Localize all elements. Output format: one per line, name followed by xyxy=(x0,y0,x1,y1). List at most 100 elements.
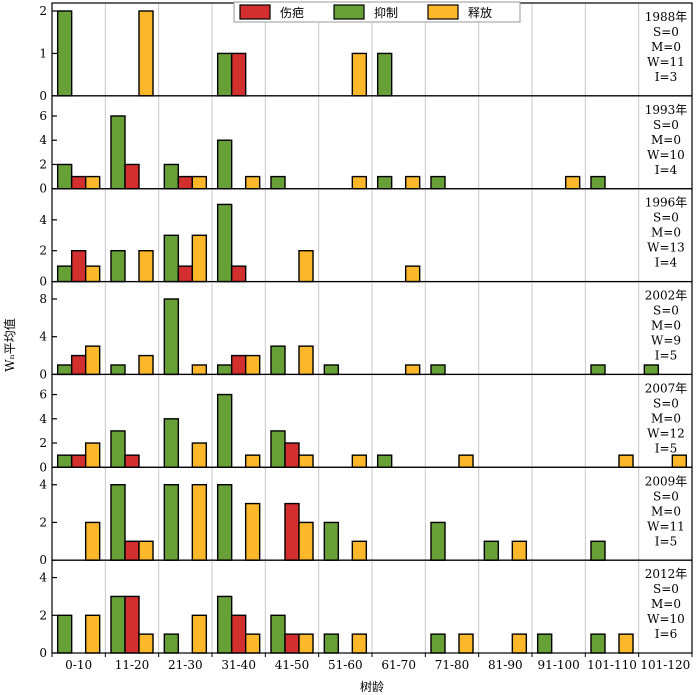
bar-suppression xyxy=(483,540,500,561)
y-tick-label: 1 xyxy=(39,46,47,60)
panel-stat: I=5 xyxy=(655,441,677,455)
bar-suppression xyxy=(110,250,126,283)
bar-injury xyxy=(124,163,140,190)
x-tick-label: 61-70 xyxy=(381,658,416,672)
y-tick-label: 2 xyxy=(39,436,47,450)
y-tick-label: 2 xyxy=(39,4,47,18)
panel-stat: W=11 xyxy=(647,55,685,69)
bar-release xyxy=(138,633,154,654)
bar-suppression xyxy=(110,364,126,376)
y-tick-label: 2 xyxy=(39,157,47,171)
legend-swatch-suppression xyxy=(333,4,365,20)
bar-release xyxy=(298,521,314,561)
panel-stat: W=10 xyxy=(647,612,685,626)
x-tick-label: 51-60 xyxy=(328,658,363,672)
bar-release xyxy=(244,175,261,190)
bar-suppression xyxy=(323,633,340,654)
y-tick-label: 6 xyxy=(39,109,47,123)
bar-injury xyxy=(124,595,140,654)
panel-stat: W=13 xyxy=(647,241,685,255)
bar-injury xyxy=(177,175,194,190)
x-tick-label: 101-120 xyxy=(640,658,690,672)
bar-suppression xyxy=(110,484,126,561)
bar-injury xyxy=(230,265,247,283)
bar-suppression xyxy=(216,484,233,561)
legend-swatch-release xyxy=(427,4,459,20)
panel-stat: M=0 xyxy=(651,226,681,240)
x-tick-label: 31-40 xyxy=(221,658,256,672)
bar-release xyxy=(191,442,208,468)
bar-suppression xyxy=(590,364,606,376)
panel-stat: S=0 xyxy=(653,582,679,596)
panel-stat: S=0 xyxy=(653,211,679,225)
y-tick-label: 4 xyxy=(39,133,47,147)
bar-release xyxy=(351,540,368,561)
panel-stat: W=11 xyxy=(647,519,685,533)
bar-release xyxy=(191,614,208,654)
bar-release xyxy=(351,52,368,97)
bar-suppression xyxy=(216,595,233,654)
bar-injury xyxy=(124,454,140,468)
bar-release xyxy=(138,540,154,561)
bar-release xyxy=(404,265,421,283)
bar-suppression xyxy=(56,614,73,654)
bar-suppression xyxy=(163,484,180,561)
y-tick-label: 2 xyxy=(39,515,47,529)
y-tick-label: 4 xyxy=(39,330,47,344)
y-tick-label: 4 xyxy=(39,213,47,227)
bar-suppression xyxy=(323,521,340,561)
bar-release xyxy=(191,175,208,190)
panel-stat: I=4 xyxy=(655,256,678,270)
bar-release xyxy=(618,454,634,468)
y-axis-label: Wₙ平均值 xyxy=(2,318,17,372)
bar-injury xyxy=(230,614,247,654)
bar-suppression xyxy=(163,633,180,654)
y-tick-label: 2 xyxy=(39,608,47,622)
bar-release xyxy=(191,234,208,283)
bar-release xyxy=(298,345,314,376)
panel-stat: S=0 xyxy=(653,304,679,318)
bar-release xyxy=(298,633,314,654)
bar-release xyxy=(138,354,154,376)
bar-suppression xyxy=(216,364,233,376)
bar-release xyxy=(138,10,154,97)
bar-suppression xyxy=(56,454,73,468)
y-tick-label: 0 xyxy=(39,553,47,567)
bar-suppression xyxy=(216,139,233,190)
panel-year: 2009年 xyxy=(645,474,688,488)
panel-stat: I=5 xyxy=(655,349,677,363)
bar-injury xyxy=(70,454,87,468)
legend-label-suppression: 抑制 xyxy=(374,5,398,20)
bar-suppression xyxy=(216,203,233,283)
bar-injury xyxy=(230,52,247,97)
bar-suppression xyxy=(163,298,180,376)
panel-stat: W=10 xyxy=(647,148,685,162)
y-tick-label: 4 xyxy=(39,412,47,426)
panel-year: 1996年 xyxy=(645,196,688,210)
bar-release xyxy=(191,364,208,376)
x-tick-label: 101-110 xyxy=(587,658,637,672)
bar-suppression xyxy=(590,540,606,561)
y-tick-label: 6 xyxy=(39,388,47,402)
panel-year: 2007年 xyxy=(645,381,688,395)
bar-injury xyxy=(230,354,247,376)
y-tick-label: 0 xyxy=(39,460,47,474)
x-tick-label: 11-20 xyxy=(115,658,150,672)
bar-suppression xyxy=(110,115,126,190)
bar-release xyxy=(244,502,261,561)
bar-suppression xyxy=(216,52,233,97)
panel-stat: S=0 xyxy=(653,396,679,410)
bar-release xyxy=(138,250,154,283)
bar-suppression xyxy=(163,234,180,283)
y-tick-label: 4 xyxy=(39,571,47,585)
y-tick-label: 4 xyxy=(39,478,47,492)
bar-suppression xyxy=(110,430,126,468)
legend: 伤疤 抑制 释放 xyxy=(233,1,521,23)
panel-stat: M=0 xyxy=(651,411,681,425)
bar-release xyxy=(618,633,634,654)
bar-suppression xyxy=(56,163,73,190)
